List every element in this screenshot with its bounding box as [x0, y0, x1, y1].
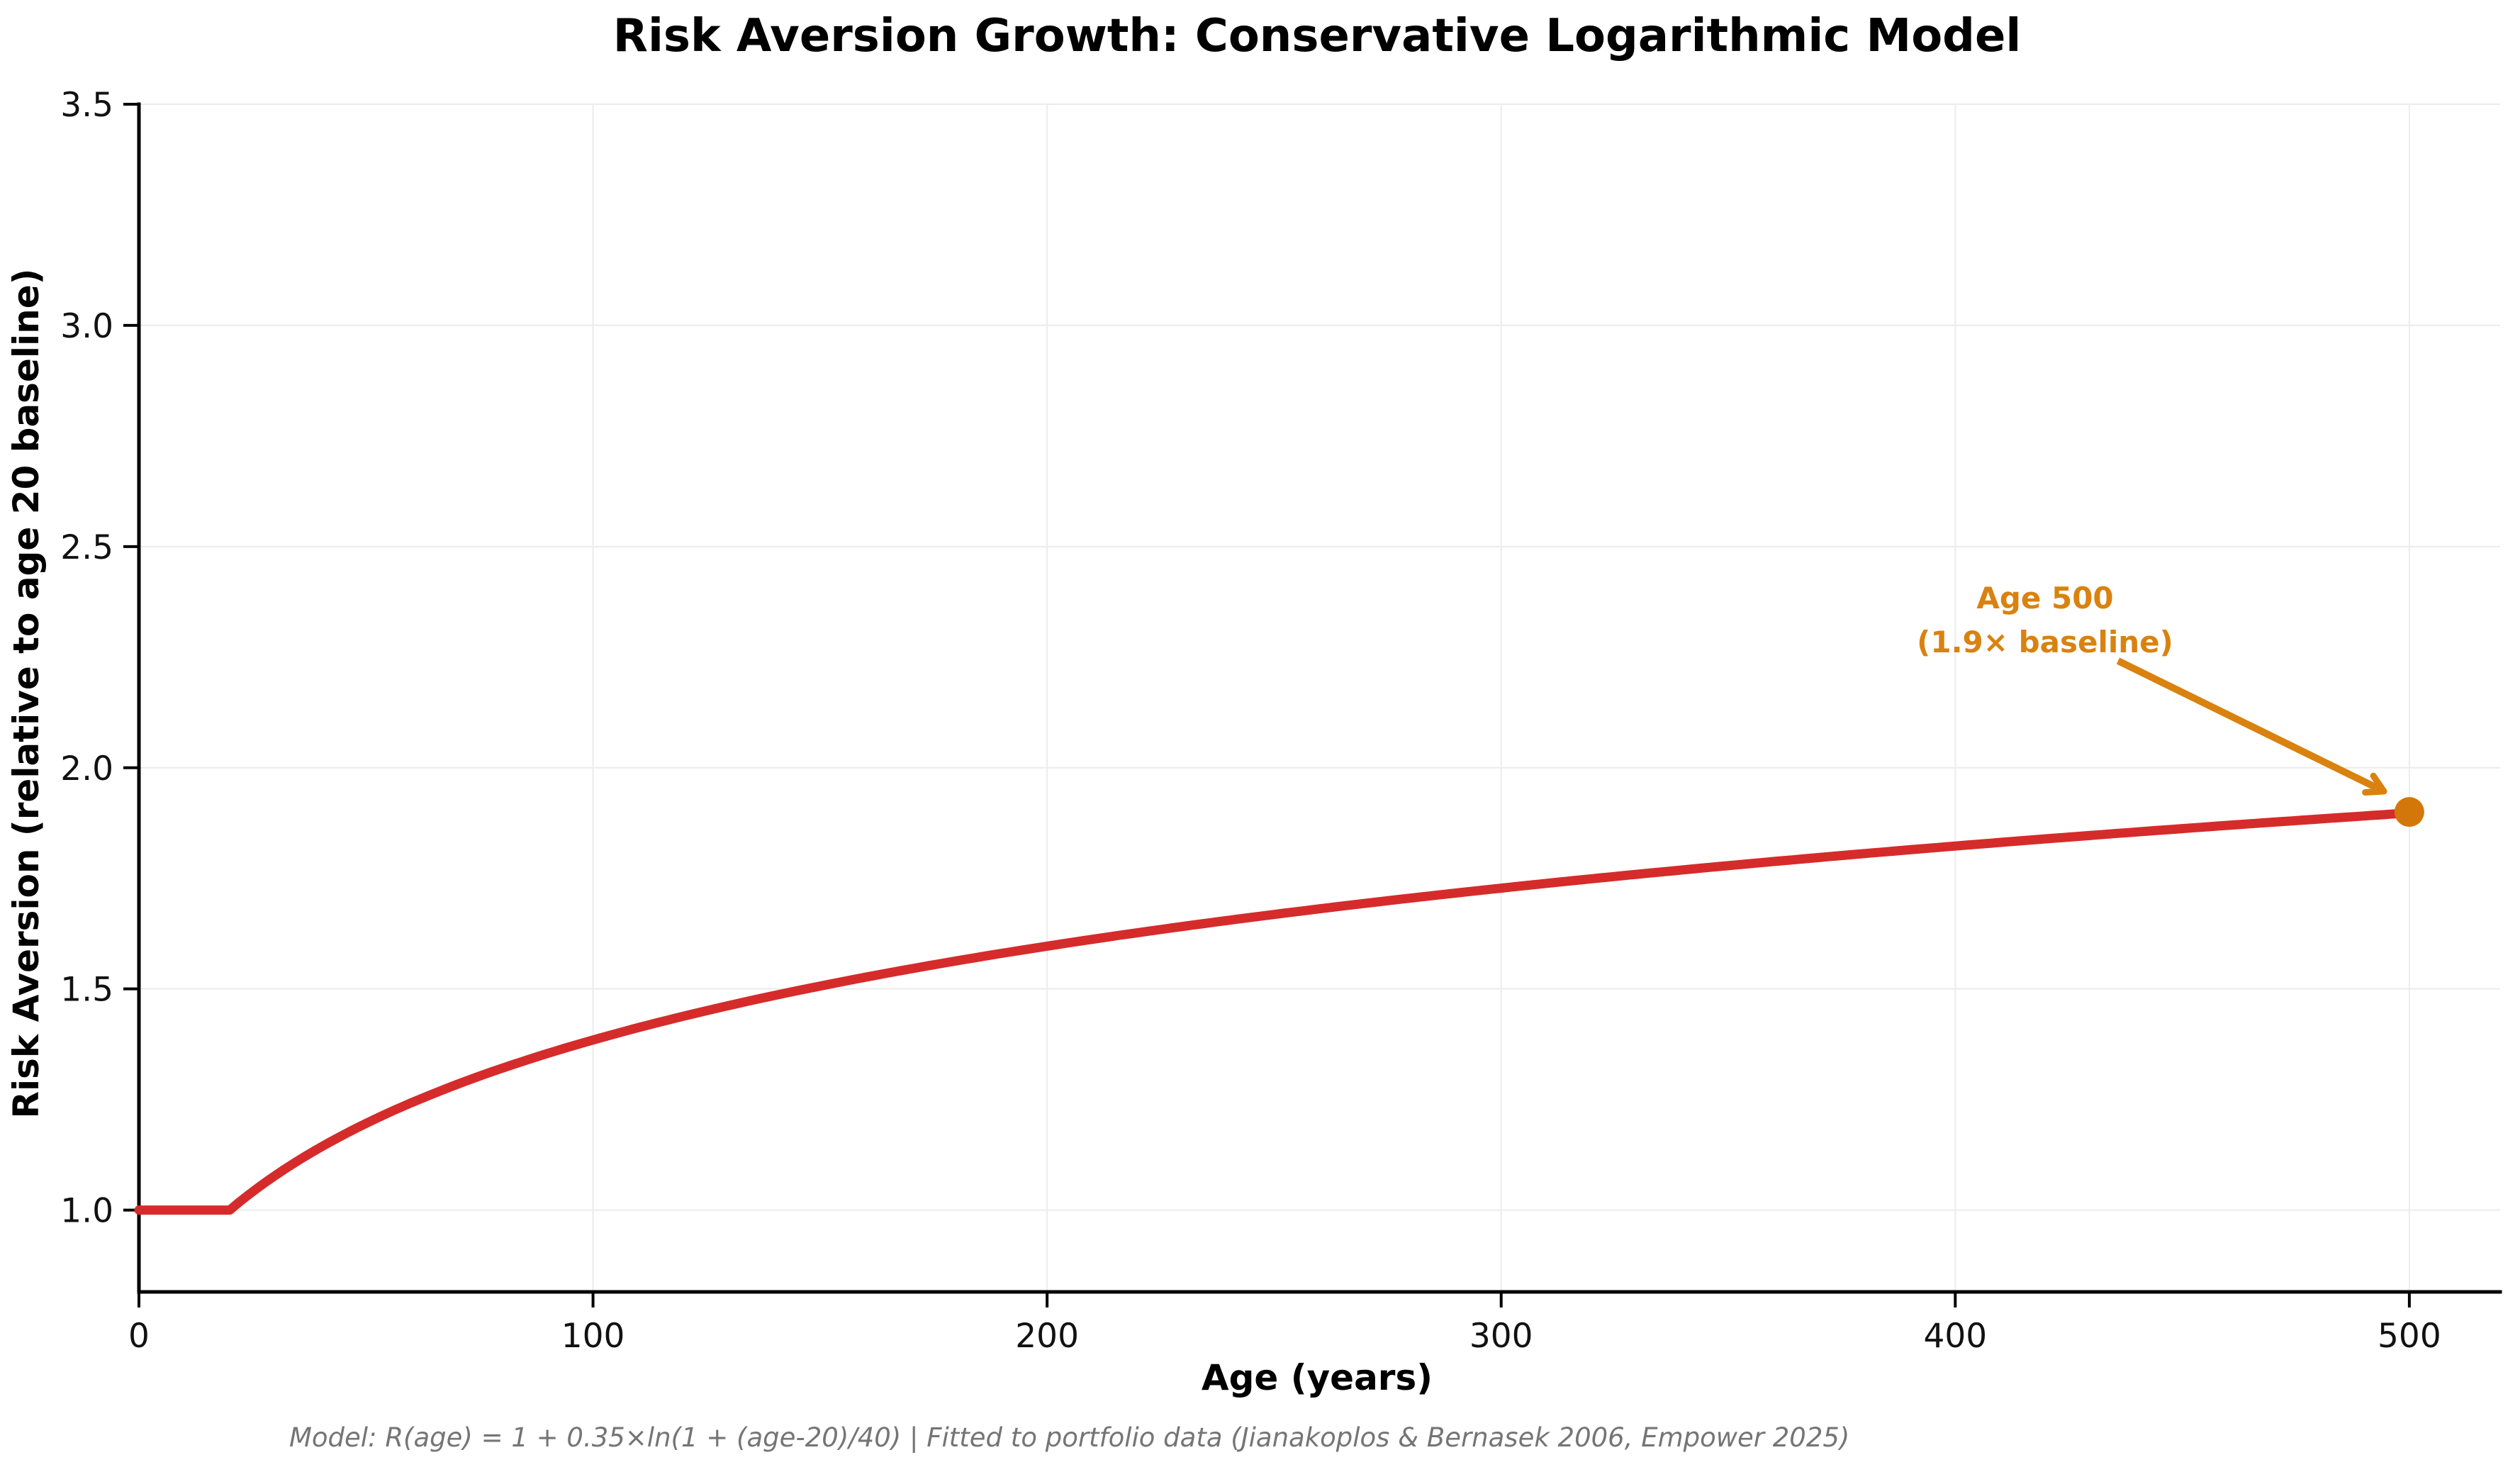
y-tick-label-3.5: 3.5: [60, 86, 113, 125]
x-tick-label-100: 100: [561, 1317, 625, 1356]
x-tick-label-400: 400: [1923, 1317, 1987, 1356]
y-tick-label-1.5: 1.5: [60, 971, 113, 1010]
endpoint-marker: [2394, 797, 2424, 827]
y-axis-label: Risk Aversion (relative to age 20 baseli…: [6, 269, 47, 1119]
x-axis-label: Age (years): [1202, 1357, 1433, 1398]
risk-aversion-curve: [134, 808, 2414, 1215]
y-axis-ticks: 1.0 1.5 2.0 2.5 3.0 3.5: [60, 86, 139, 1231]
y-tick-label-2: 2.0: [60, 749, 113, 788]
gridlines: [138, 104, 2500, 1292]
chart-title: Risk Aversion Growth: Conservative Logar…: [613, 10, 2022, 62]
annotation-line-1: Age 500: [1976, 581, 2113, 615]
x-axis-ticks: 0 100 200 300 400 500: [128, 1292, 2441, 1356]
footer-model-note: Model: R(age) = 1 + 0.35×ln(1 + (age-20)…: [289, 1422, 1849, 1453]
annotation-line-2: (1.9× baseline): [1917, 625, 2173, 659]
y-tick-label-1: 1.0: [60, 1192, 113, 1231]
y-tick-label-3: 3.0: [60, 307, 113, 346]
axes-spines: [137, 102, 2502, 1294]
y-tick-label-2.5: 2.5: [60, 528, 113, 567]
x-tick-label-300: 300: [1469, 1317, 1533, 1356]
x-tick-label-500: 500: [2378, 1317, 2441, 1356]
annotation-arrow: [2116, 657, 2387, 796]
x-tick-label-0: 0: [128, 1317, 150, 1356]
x-tick-label-200: 200: [1015, 1317, 1079, 1356]
annotation-age-500: Age 500 (1.9× baseline): [1917, 581, 2387, 796]
